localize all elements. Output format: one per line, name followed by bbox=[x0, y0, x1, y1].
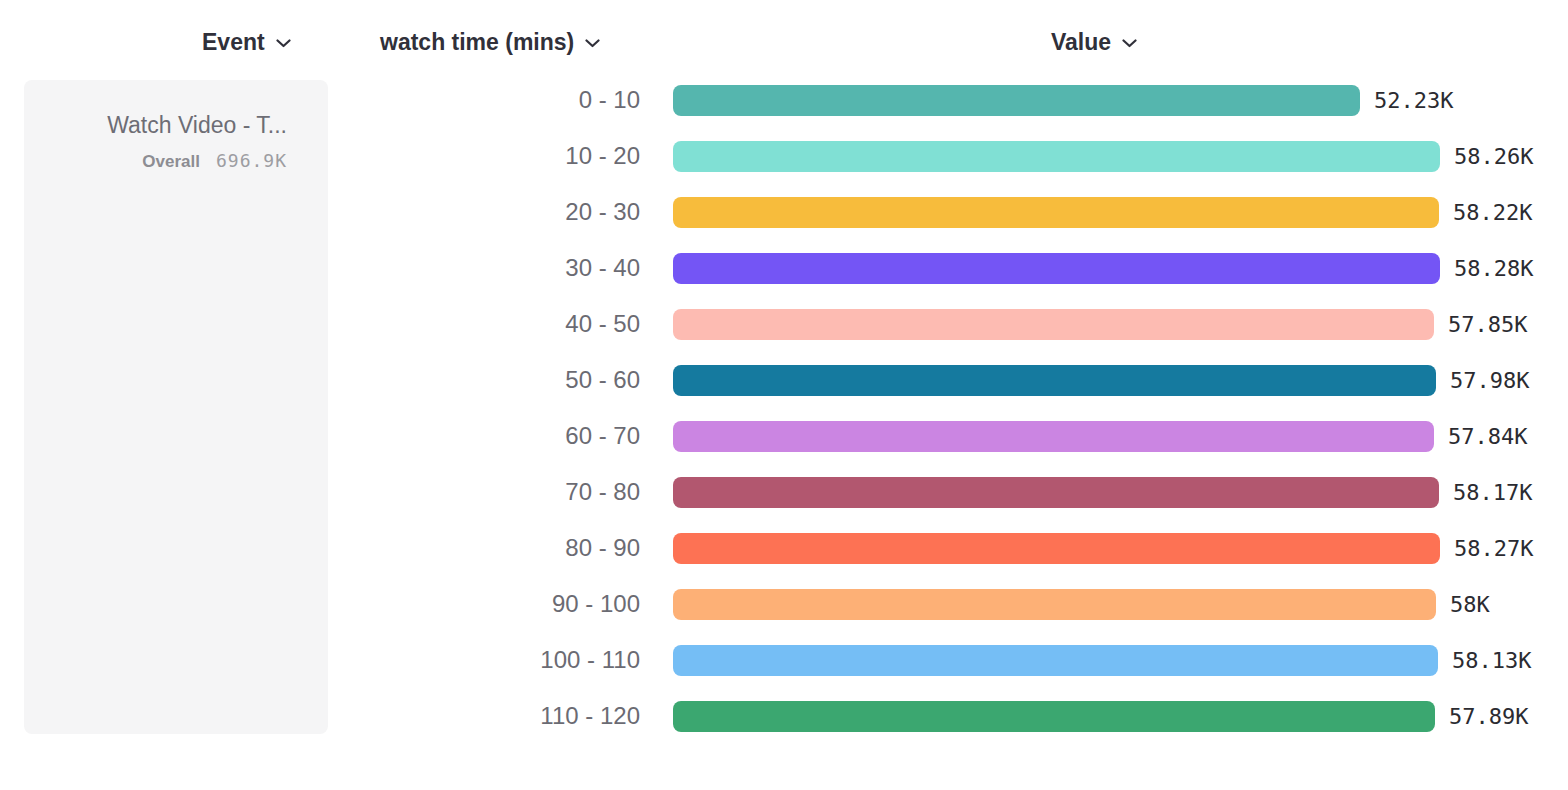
category-label: 100 - 110 bbox=[0, 646, 640, 674]
bar[interactable] bbox=[673, 141, 1440, 172]
value-column-label: Value bbox=[1051, 29, 1111, 56]
value-label: 58.28K bbox=[1454, 256, 1533, 281]
category-label: 10 - 20 bbox=[0, 142, 640, 170]
chart-row: 20 - 30 58.22K bbox=[0, 184, 1568, 240]
chart-row: 50 - 60 57.98K bbox=[0, 352, 1568, 408]
bar[interactable] bbox=[673, 645, 1438, 676]
category-label: 110 - 120 bbox=[0, 702, 640, 730]
chart-row: 0 - 10 52.23K bbox=[0, 72, 1568, 128]
bar-chart: 0 - 10 52.23K 10 - 20 58.26K 20 - 30 58.… bbox=[0, 72, 1568, 744]
bar[interactable] bbox=[673, 533, 1440, 564]
value-column-dropdown[interactable]: Value bbox=[1051, 24, 1137, 60]
chart-row: 100 - 110 58.13K bbox=[0, 632, 1568, 688]
event-column-dropdown[interactable]: Event bbox=[202, 24, 291, 60]
insights-chart-view: Event watch time (mins) Value Watch Vide… bbox=[0, 0, 1568, 790]
category-label: 80 - 90 bbox=[0, 534, 640, 562]
chevron-down-icon bbox=[1122, 36, 1137, 48]
chart-row: 90 - 100 58K bbox=[0, 576, 1568, 632]
category-label: 30 - 40 bbox=[0, 254, 640, 282]
chart-row: 110 - 120 57.89K bbox=[0, 688, 1568, 744]
value-label: 57.84K bbox=[1448, 424, 1527, 449]
chart-row: 70 - 80 58.17K bbox=[0, 464, 1568, 520]
bar[interactable] bbox=[673, 85, 1360, 116]
bar[interactable] bbox=[673, 309, 1434, 340]
bar[interactable] bbox=[673, 477, 1439, 508]
value-label: 58.27K bbox=[1454, 536, 1533, 561]
event-column-label: Event bbox=[202, 29, 265, 56]
category-label: 60 - 70 bbox=[0, 422, 640, 450]
breakdown-column-label: watch time (mins) bbox=[380, 29, 574, 56]
bar[interactable] bbox=[673, 365, 1436, 396]
bar[interactable] bbox=[673, 253, 1440, 284]
value-label: 58.17K bbox=[1453, 480, 1532, 505]
breakdown-column-dropdown[interactable]: watch time (mins) bbox=[380, 24, 600, 60]
category-label: 40 - 50 bbox=[0, 310, 640, 338]
chart-row: 40 - 50 57.85K bbox=[0, 296, 1568, 352]
value-label: 58K bbox=[1450, 592, 1490, 617]
bar[interactable] bbox=[673, 197, 1439, 228]
category-label: 20 - 30 bbox=[0, 198, 640, 226]
value-label: 58.13K bbox=[1452, 648, 1531, 673]
bar[interactable] bbox=[673, 589, 1436, 620]
category-label: 70 - 80 bbox=[0, 478, 640, 506]
chart-row: 10 - 20 58.26K bbox=[0, 128, 1568, 184]
category-label: 50 - 60 bbox=[0, 366, 640, 394]
chevron-down-icon bbox=[585, 36, 600, 48]
bar[interactable] bbox=[673, 421, 1434, 452]
value-label: 52.23K bbox=[1374, 88, 1453, 113]
chevron-down-icon bbox=[276, 36, 291, 48]
chart-row: 80 - 90 58.27K bbox=[0, 520, 1568, 576]
chart-row: 30 - 40 58.28K bbox=[0, 240, 1568, 296]
value-label: 58.26K bbox=[1454, 144, 1533, 169]
value-label: 58.22K bbox=[1453, 200, 1532, 225]
category-label: 0 - 10 bbox=[0, 86, 640, 114]
category-label: 90 - 100 bbox=[0, 590, 640, 618]
value-label: 57.98K bbox=[1450, 368, 1529, 393]
chart-row: 60 - 70 57.84K bbox=[0, 408, 1568, 464]
value-label: 57.85K bbox=[1448, 312, 1527, 337]
value-label: 57.89K bbox=[1449, 704, 1528, 729]
bar[interactable] bbox=[673, 701, 1435, 732]
